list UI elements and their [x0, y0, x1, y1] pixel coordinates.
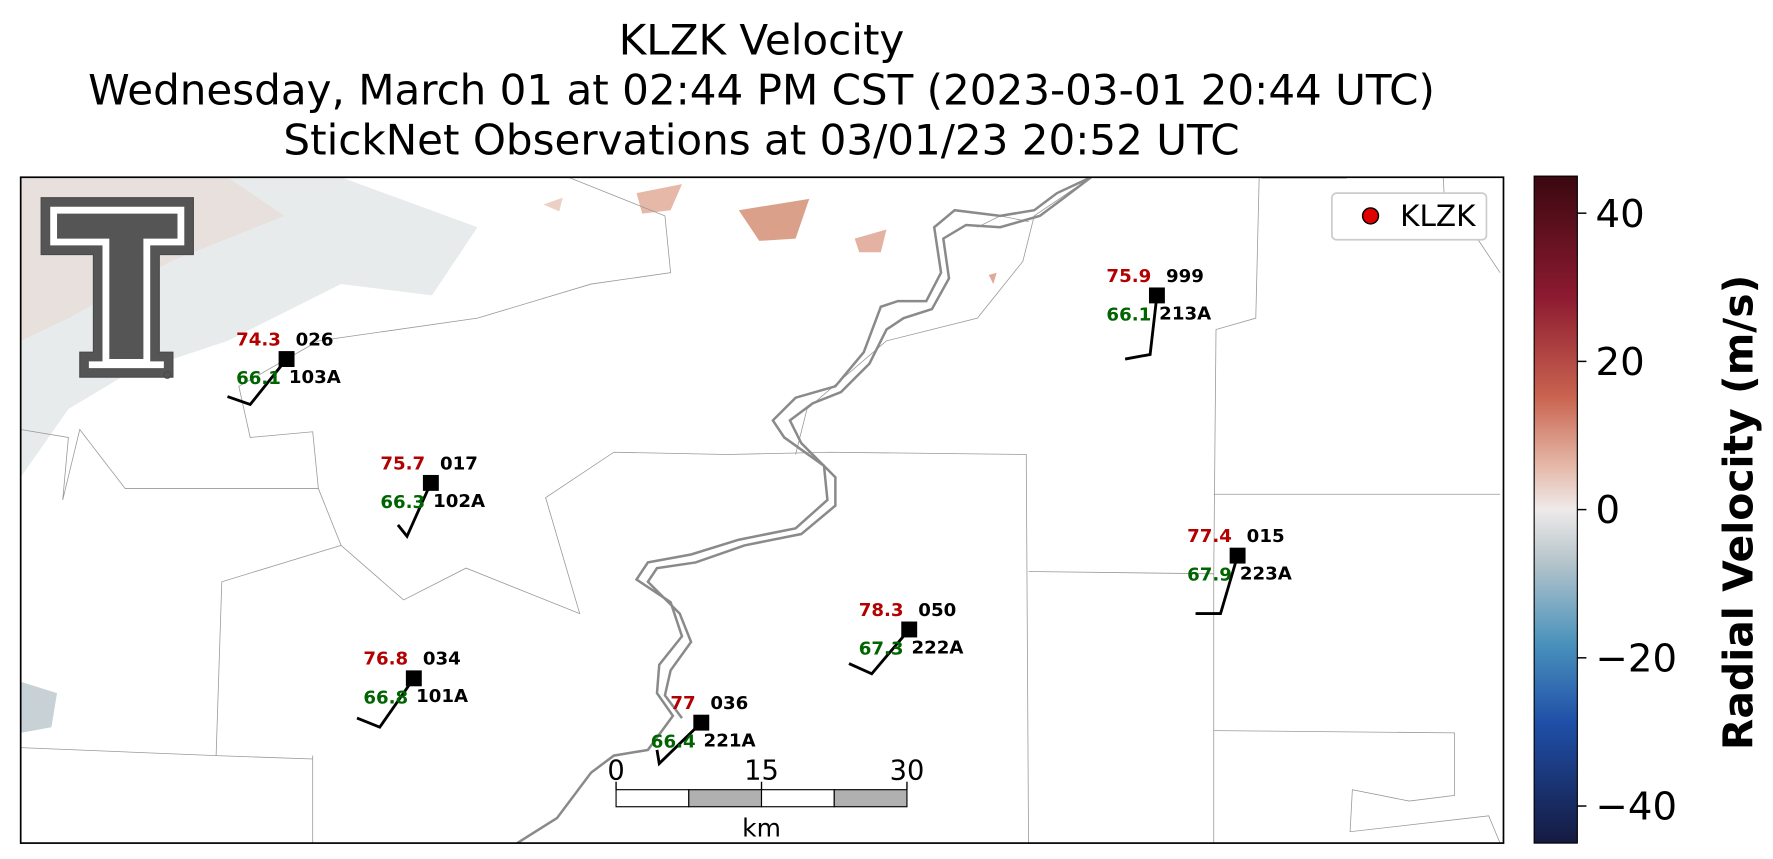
county-line	[216, 755, 313, 760]
scale-segment	[760, 789, 835, 808]
radar-echo	[636, 184, 682, 214]
county-line	[318, 451, 1029, 844]
temperature: 78.3	[859, 600, 904, 621]
scale-segment	[688, 789, 763, 808]
station-marker	[405, 670, 422, 687]
title-line: Wednesday, March 01 at 02:44 PM CST (202…	[88, 66, 1435, 115]
dewpoint: 66.3	[380, 492, 425, 513]
station-plots: 74.3 66.1 026 103A 75.7 66.3 017 102A 76.8 66.8 03…	[227, 266, 1292, 767]
county-line	[20, 545, 342, 757]
colorbar-tick-label: 20	[1596, 340, 1645, 385]
title-line: KLZK Velocity	[619, 16, 905, 65]
station-id: 103A	[289, 367, 341, 388]
station-marker	[422, 474, 439, 491]
scale-tick-label: 15	[744, 755, 779, 786]
temperature: 75.7	[380, 453, 425, 474]
legend-label: KLZK	[1400, 199, 1476, 233]
temperature: 77	[670, 693, 695, 714]
scale-segment	[833, 789, 908, 808]
temperature: 76.8	[363, 649, 408, 670]
station-plot: 75.9 66.1 999 213A	[1106, 266, 1211, 361]
colorbar-tick-label: −20	[1596, 636, 1678, 681]
station-plot: 76.8 66.8 034 101A	[356, 649, 468, 729]
wind-barb	[1124, 295, 1159, 361]
map-frame	[19, 176, 1505, 844]
pressure: 015	[1247, 526, 1285, 547]
dewpoint: 66.1	[236, 368, 281, 389]
station-marker	[1229, 547, 1246, 564]
dewpoint: 66.1	[1106, 304, 1151, 325]
pressure: 026	[296, 329, 334, 350]
radar-echo	[543, 197, 563, 212]
temperature: 74.3	[236, 329, 281, 350]
pressure: 017	[440, 453, 478, 474]
station-id: 221A	[704, 731, 756, 752]
scale-tick-label: 30	[890, 755, 925, 786]
river	[516, 177, 1092, 844]
county-line	[1028, 177, 1260, 575]
colorbar-label: Radial Velocity (m/s)	[1714, 275, 1762, 750]
dewpoint: 67.3	[859, 638, 904, 659]
station-id: 102A	[433, 491, 485, 512]
station-plot: 74.3 66.1 026 103A	[227, 329, 341, 407]
wind-barb	[227, 358, 288, 407]
dewpoint: 66.8	[363, 687, 408, 708]
wind-barb	[655, 721, 703, 767]
colorbar-tick-label: −40	[1596, 785, 1678, 830]
wind-barb	[396, 482, 433, 540]
legend-marker	[1361, 207, 1380, 225]
station-marker	[693, 714, 710, 731]
wind-barb	[1195, 555, 1239, 615]
temperature: 75.9	[1106, 266, 1151, 287]
wind-barb	[356, 677, 415, 729]
county-line	[1213, 730, 1501, 844]
station-id: 213A	[1159, 303, 1211, 324]
station-plot: 77 66.4 036 221A	[651, 693, 756, 767]
station-plot: 78.3 67.3 050 222A	[848, 600, 963, 676]
pressure: 036	[710, 693, 748, 714]
temperature: 77.4	[1187, 526, 1232, 547]
station-marker	[1148, 287, 1165, 304]
colorbar-tick-label: 40	[1596, 192, 1645, 237]
scale-tick-label: 0	[607, 755, 624, 786]
radar-echo	[854, 229, 887, 253]
station-plot: 75.7 66.3 017 102A	[380, 453, 485, 540]
title-line: StickNet Observations at 03/01/23 20:52 …	[283, 116, 1239, 165]
radar-echo	[738, 198, 810, 241]
station-marker	[901, 621, 918, 638]
pressure: 034	[423, 649, 461, 670]
scale-unit: km	[742, 813, 781, 842]
colorbar: Radial Velocity (m/s) 40 20 0 −20 −40	[1533, 175, 1762, 844]
river	[646, 177, 1092, 719]
map-area: 74.366.1026103A75.766.3017102A76.866.803…	[20, 177, 1501, 844]
dewpoint: 66.4	[651, 732, 696, 753]
legend: KLZK	[1331, 192, 1488, 241]
county-line	[20, 177, 672, 501]
logo	[40, 197, 194, 379]
radar-echo	[988, 272, 997, 285]
dewpoint: 67.9	[1187, 565, 1232, 586]
scale-bar: km 0 15 30	[607, 755, 924, 842]
radar-echo	[20, 681, 58, 733]
colorbar-ramp	[1533, 175, 1578, 844]
scale-segment	[615, 789, 690, 808]
wind-barb	[848, 628, 911, 676]
station-plot: 77.4 67.9 015 223A	[1187, 526, 1292, 615]
station-id: 223A	[1240, 563, 1292, 584]
pressure: 050	[918, 600, 956, 621]
pressure: 999	[1166, 266, 1204, 287]
station-id: 101A	[416, 686, 468, 707]
colorbar-tick-label: 0	[1596, 488, 1621, 533]
station-id: 222A	[911, 637, 963, 658]
legend-box	[1331, 192, 1488, 241]
station-marker	[278, 351, 295, 368]
